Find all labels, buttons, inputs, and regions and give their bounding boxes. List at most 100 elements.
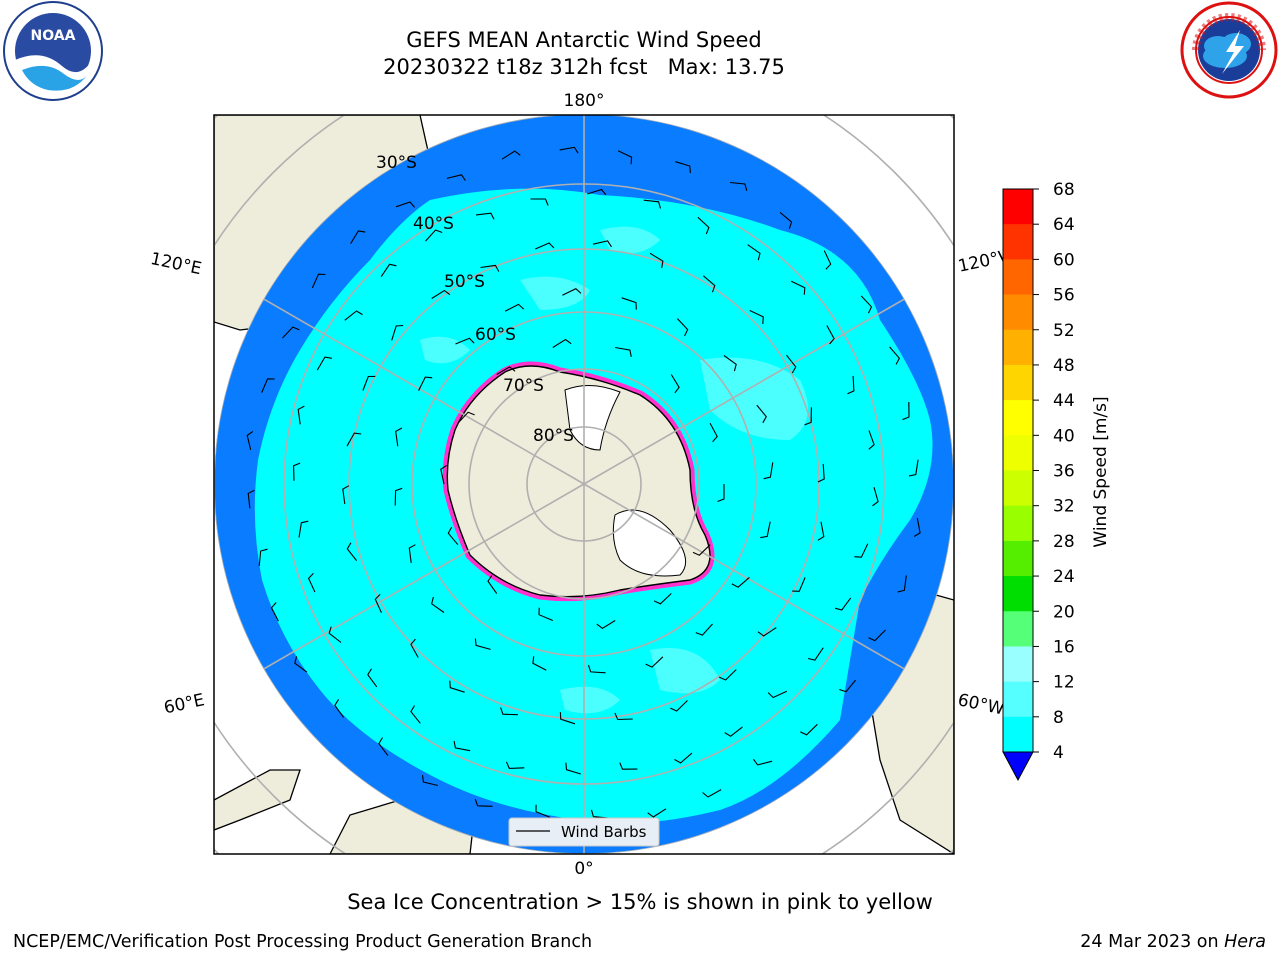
wind-barb [431, 596, 445, 613]
wind-barb [792, 577, 806, 592]
wind-barb [702, 789, 722, 798]
wind-barb [346, 432, 362, 447]
colorbar-segment [1003, 435, 1033, 471]
wind-barb [791, 280, 806, 295]
wind-barb [617, 150, 633, 165]
wind-barb [847, 375, 855, 395]
wind-barb [817, 521, 825, 541]
wind-barb [621, 297, 637, 310]
wind-barb [834, 597, 852, 611]
wind-barb [421, 775, 439, 787]
wind-barb [676, 318, 689, 337]
wind-barb [282, 326, 300, 339]
wind-barb [475, 212, 495, 220]
wind-barb [559, 712, 576, 725]
colorbar-segment [1003, 224, 1033, 260]
colorbar-tick-label: 44 [1053, 391, 1075, 411]
wind-barb [552, 338, 572, 348]
colorbar: 68 64 60 56 52 48 44 40 36 32 28 24 20 16 12 8 4 [1002, 180, 1075, 782]
wind-barb [800, 723, 818, 736]
wind-barb [596, 620, 616, 629]
colorbar-segment [1003, 681, 1033, 718]
legend-label: Wind Barbs [561, 823, 647, 841]
colorbar-segment [1003, 646, 1033, 683]
wind-barb [615, 346, 632, 358]
chart-title: GEFS MEAN Antarctic Wind Speed [406, 28, 762, 52]
colorbar-tick-label: 12 [1053, 673, 1075, 693]
wind-barb [408, 544, 416, 563]
colorbar-segment [1003, 611, 1033, 647]
wind-barb [455, 337, 475, 345]
wind-barb [395, 201, 416, 208]
wind-barb [391, 324, 404, 341]
wind-barb [297, 405, 305, 425]
wind-barb [587, 665, 606, 674]
wind-barb [350, 230, 366, 244]
colorbar-segment [1003, 716, 1033, 753]
wind-barb [868, 430, 875, 450]
lon-label-bottom: 0° [574, 859, 593, 879]
wind-barb [293, 462, 301, 481]
colorbar-segment [1003, 294, 1033, 331]
colorbar-tick-label: 24 [1053, 567, 1075, 587]
colorbar-tick-label: 36 [1053, 462, 1075, 482]
wind-barb [446, 174, 466, 181]
wind-barb [747, 244, 761, 261]
wind-barb [872, 487, 879, 507]
wind-barb [897, 575, 907, 593]
colorbar-segment [1003, 540, 1033, 577]
footer-date-text: 24 Mar 2023 on [1080, 932, 1225, 952]
colorbar-label: Wind Speed [m/s] [1091, 396, 1111, 547]
wind-barb [729, 181, 748, 191]
wind-barb [474, 638, 491, 650]
wind-barb [767, 690, 788, 699]
wind-barb [447, 526, 459, 546]
wind-barb [653, 593, 672, 605]
lon-label-lower-right: 60°W [956, 690, 1006, 719]
wind-barb [674, 752, 693, 764]
wind-barb [763, 462, 774, 480]
colorbar-segment [1003, 576, 1033, 612]
wind-barb [367, 668, 378, 688]
lat-label-40s: 40°S [413, 214, 454, 234]
wind-barb [804, 407, 812, 426]
wind-barb [316, 356, 332, 371]
wind-barb [760, 521, 771, 539]
wind-barb [474, 799, 493, 807]
wind-barb [362, 375, 376, 391]
colorbar-tick-label: 56 [1053, 286, 1075, 306]
meridian-lines [247, 115, 921, 854]
colorbar-tick-label: 68 [1053, 180, 1075, 200]
wind-barb [410, 705, 421, 724]
ronne-ice-shelf [612, 509, 687, 577]
wind-barb [619, 762, 638, 770]
wind-barb [692, 544, 711, 556]
wind-barb [535, 804, 551, 818]
wind-barb [749, 310, 764, 324]
colorbar-tick-label: 48 [1053, 356, 1075, 376]
wind-barb [449, 680, 465, 693]
wind-barb [535, 242, 555, 250]
wind-barb [670, 700, 688, 712]
wind-barb [854, 543, 869, 558]
wind-barb [647, 808, 667, 818]
colorbar-tick-label: 60 [1053, 250, 1075, 270]
wind-barb [817, 463, 825, 483]
wind-barb [779, 211, 793, 229]
footer-credit: NCEP/EMC/Verification Post Processing Pr… [13, 932, 593, 952]
colorbar-tick-label: 28 [1053, 532, 1075, 552]
wind-barb [394, 487, 403, 506]
wind-barb [643, 199, 662, 209]
wind-barb [649, 252, 664, 269]
wind-barb [342, 485, 350, 505]
colorbar-tick-label: 64 [1053, 215, 1075, 235]
wind-barb [440, 465, 447, 485]
colorbar-segment [1003, 470, 1033, 507]
wind-barb [378, 737, 389, 756]
map-legend: Wind Barbs [508, 817, 660, 847]
wind-barb [380, 263, 397, 278]
colorbar-segment [1003, 505, 1033, 542]
wind-barb [807, 647, 824, 661]
wind-barb [562, 288, 582, 296]
